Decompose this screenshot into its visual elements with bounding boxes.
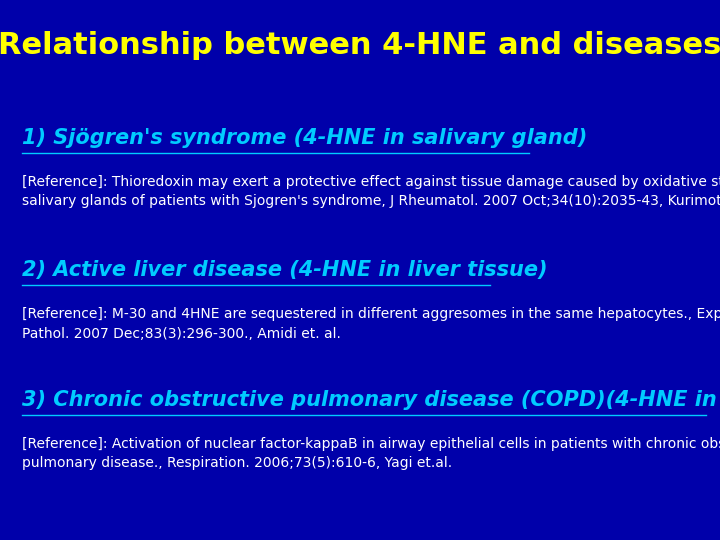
Text: 3) Chronic obstructive pulmonary disease (COPD)(4-HNE in lung tissue): 3) Chronic obstructive pulmonary disease… [22, 389, 720, 410]
Text: Relationship between 4-HNE and diseases: Relationship between 4-HNE and diseases [0, 31, 720, 60]
Text: [Reference]: Thioredoxin may exert a protective effect against tissue damage cau: [Reference]: Thioredoxin may exert a pro… [22, 175, 720, 208]
Text: 1) Sjögren's syndrome (4-HNE in salivary gland): 1) Sjögren's syndrome (4-HNE in salivary… [22, 127, 587, 148]
Text: [Reference]: M-30 and 4HNE are sequestered in different aggresomes in the same h: [Reference]: M-30 and 4HNE are sequester… [22, 307, 720, 341]
Text: 2) Active liver disease (4-HNE in liver tissue): 2) Active liver disease (4-HNE in liver … [22, 260, 547, 280]
Text: [Reference]: Activation of nuclear factor-kappaB in airway epithelial cells in p: [Reference]: Activation of nuclear facto… [22, 437, 720, 470]
